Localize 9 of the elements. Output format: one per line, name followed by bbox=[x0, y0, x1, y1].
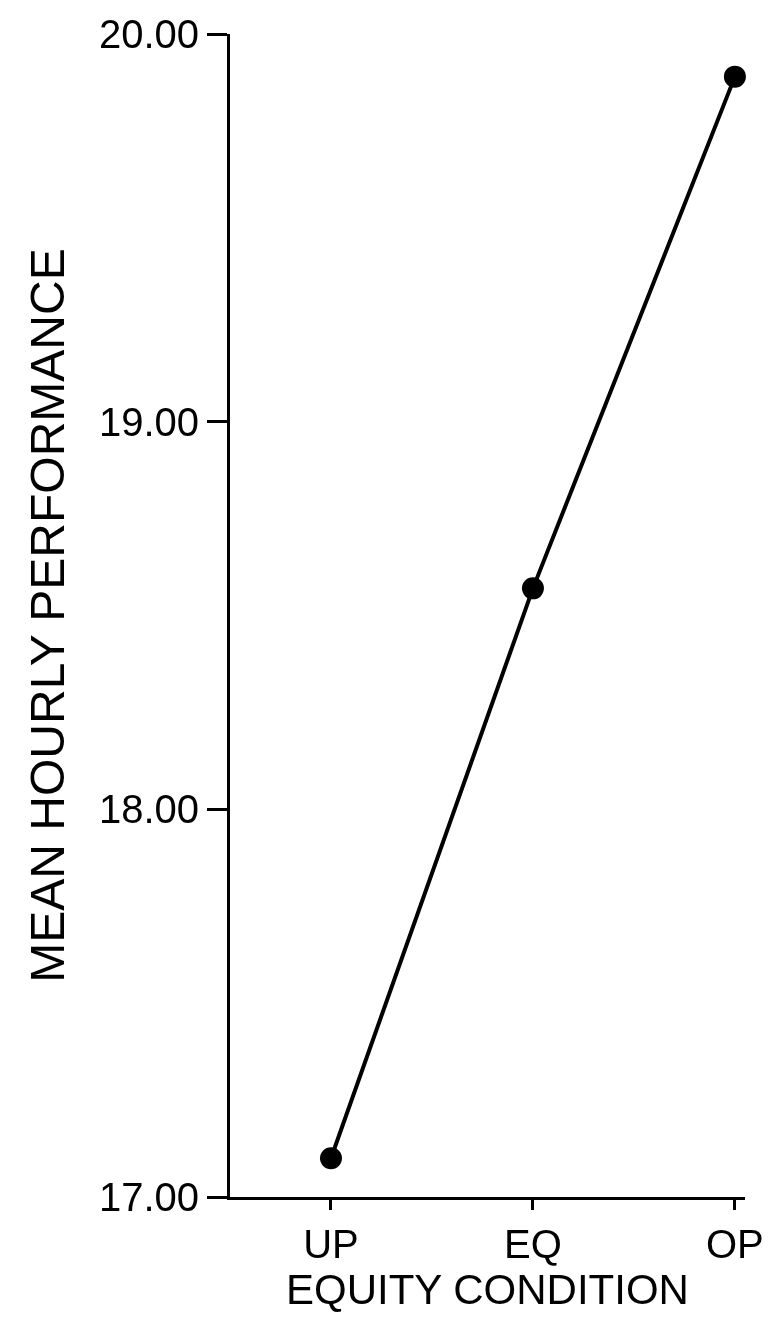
x-tick-label: OP bbox=[706, 1222, 764, 1266]
x-axis-title: EQUITY CONDITION bbox=[286, 1266, 689, 1313]
y-tick-label: 19.00 bbox=[98, 399, 199, 444]
x-tick-label: EQ bbox=[504, 1222, 562, 1266]
y-tick-label: 17.00 bbox=[98, 1175, 199, 1219]
x-tick-label: UP bbox=[303, 1222, 359, 1266]
y-tick-label: 18.00 bbox=[98, 787, 199, 832]
y-axis-title: MEAN HOURLY PERFORMANCE bbox=[20, 248, 74, 983]
y-tick-label: 20.00 bbox=[98, 12, 199, 56]
